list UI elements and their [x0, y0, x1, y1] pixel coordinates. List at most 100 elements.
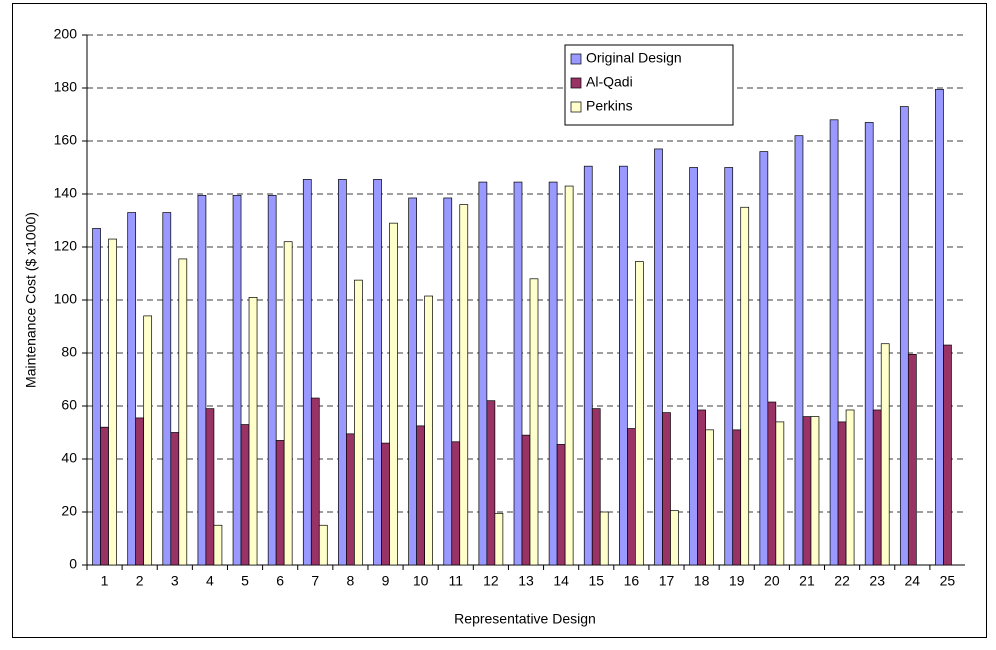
bar — [451, 441, 461, 566]
x-tick-label: 1 — [101, 573, 109, 589]
x-tick-label: 8 — [347, 573, 355, 589]
bar — [389, 222, 398, 566]
bar — [705, 429, 714, 566]
x-tick-label: 17 — [659, 573, 675, 589]
x-tick-label: 23 — [869, 573, 885, 589]
bar — [724, 167, 734, 566]
bar — [143, 315, 153, 566]
bar — [232, 194, 242, 566]
bar — [794, 135, 804, 566]
bar — [443, 197, 453, 566]
bar — [662, 412, 671, 566]
bar — [338, 179, 347, 566]
bar — [556, 444, 566, 566]
bar — [619, 165, 628, 566]
y-tick-label: 0 — [69, 556, 77, 572]
bar — [564, 185, 574, 566]
bar — [100, 426, 109, 566]
x-tick-label: 10 — [413, 573, 429, 589]
bar — [178, 258, 188, 566]
x-tick-label: 9 — [382, 573, 390, 589]
bar — [310, 397, 320, 566]
y-tick-label: 140 — [54, 185, 78, 201]
y-tick-label: 200 — [54, 26, 78, 42]
bar — [829, 119, 839, 566]
bar — [197, 194, 207, 566]
bar — [135, 417, 145, 566]
bar — [689, 167, 698, 566]
bar — [521, 434, 531, 566]
bar — [205, 408, 215, 566]
bar — [275, 440, 285, 566]
legend-box — [564, 44, 734, 126]
x-tick-label: 14 — [553, 573, 569, 589]
bar — [478, 181, 488, 566]
y-tick-label: 20 — [61, 503, 77, 519]
bar — [416, 425, 425, 566]
bar — [740, 206, 750, 566]
bar — [872, 409, 882, 566]
x-tick-label: 15 — [588, 573, 604, 589]
bar — [92, 228, 101, 566]
x-tick-label: 12 — [483, 573, 499, 589]
legend-swatch — [570, 77, 582, 89]
bar — [627, 428, 636, 566]
legend-label: Al-Qadi — [586, 74, 633, 90]
x-tick-label: 4 — [206, 573, 214, 589]
bar — [267, 194, 277, 566]
bar — [354, 279, 363, 566]
bar — [318, 524, 328, 566]
x-tick-label: 7 — [311, 573, 319, 589]
bar — [529, 278, 539, 566]
legend-label: Perkins — [586, 98, 633, 114]
legend-swatch — [570, 101, 582, 113]
y-tick-label: 100 — [54, 291, 78, 307]
bar — [494, 512, 504, 566]
bar — [864, 122, 874, 566]
bar — [759, 151, 769, 566]
bar — [424, 295, 433, 566]
y-tick-label: 40 — [61, 450, 77, 466]
bar — [108, 238, 117, 566]
x-tick-label: 3 — [171, 573, 179, 589]
bar — [943, 344, 952, 566]
bar — [880, 343, 890, 566]
bar — [127, 212, 137, 566]
y-tick-label: 80 — [61, 344, 77, 360]
bar — [599, 511, 609, 566]
x-axis-label: Representative Design — [454, 611, 596, 627]
bar — [732, 429, 742, 566]
bar — [381, 442, 390, 566]
x-tick-label: 2 — [136, 573, 144, 589]
bar — [513, 181, 523, 566]
bar — [583, 165, 593, 566]
bar — [302, 179, 312, 566]
bar — [810, 416, 820, 566]
bar — [162, 212, 172, 566]
bar — [459, 204, 469, 566]
bar — [213, 524, 223, 566]
legend-label: Original Design — [586, 50, 682, 66]
x-tick-label: 19 — [729, 573, 745, 589]
bar — [408, 197, 417, 566]
bar — [802, 416, 812, 566]
x-tick-label: 13 — [518, 573, 534, 589]
x-tick-label: 11 — [448, 573, 463, 589]
bar — [548, 181, 558, 566]
y-tick-label: 120 — [54, 238, 78, 254]
x-tick-label: 16 — [624, 573, 640, 589]
bar — [837, 421, 847, 566]
x-tick-label: 24 — [905, 573, 921, 589]
x-tick-label: 5 — [241, 573, 249, 589]
bar — [767, 401, 777, 566]
bar — [170, 432, 180, 566]
bar — [697, 409, 706, 566]
y-axis-label: Maintenance Cost ($ x1000) — [23, 212, 39, 388]
y-tick-label: 180 — [54, 79, 78, 95]
x-tick-label: 21 — [799, 573, 815, 589]
bar — [775, 421, 785, 566]
bar — [907, 353, 917, 566]
y-tick-label: 60 — [61, 397, 77, 413]
bar — [248, 297, 258, 566]
bar — [373, 179, 382, 566]
